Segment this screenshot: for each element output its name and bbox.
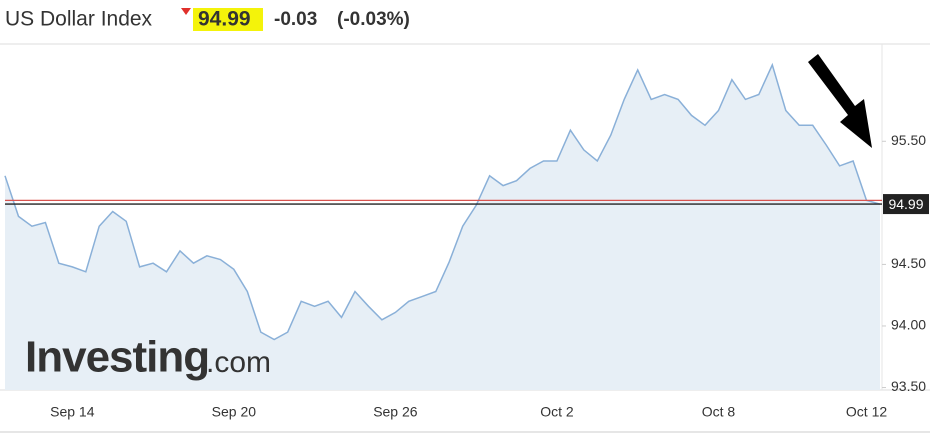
y-tick-label: 94.00 — [891, 317, 926, 333]
last-price-label: 94.99 — [888, 196, 923, 212]
price-highlight — [193, 8, 263, 31]
x-tick-label: Oct 12 — [846, 404, 887, 420]
x-tick-label: Sep 26 — [373, 404, 418, 420]
y-tick-label: 93.50 — [891, 378, 926, 394]
x-tick-label: Sep 14 — [50, 404, 95, 420]
last-price: 94.99 — [198, 8, 251, 31]
y-tick-label: 94.50 — [891, 255, 926, 271]
plot — [4, 62, 881, 391]
last-price-box — [883, 194, 929, 215]
change: -0.03 — [274, 9, 317, 30]
x-tick-label: Oct 2 — [540, 404, 574, 420]
x-tick-label: Oct 8 — [702, 404, 736, 420]
area — [5, 64, 880, 391]
watermark-domain: .com — [206, 346, 271, 379]
watermark-brand: Investing — [25, 333, 209, 382]
chart-title: US Dollar Index — [5, 8, 153, 31]
x-tick-label: Sep 20 — [212, 404, 257, 420]
down-icon — [181, 8, 191, 15]
arrow-annotation — [808, 54, 872, 148]
line — [4, 62, 881, 341]
change-pct: (-0.03%) — [337, 9, 410, 30]
y-tick-label: 95.50 — [891, 132, 926, 148]
